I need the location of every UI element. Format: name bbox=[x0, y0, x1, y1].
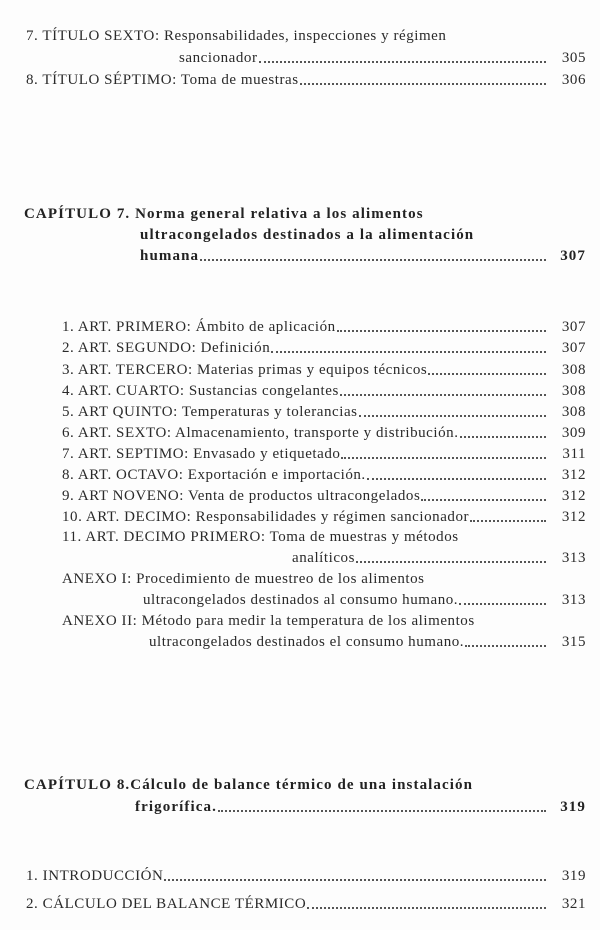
dot-leader bbox=[355, 548, 546, 563]
dot-leader bbox=[465, 632, 546, 647]
dot-leader bbox=[307, 894, 546, 909]
chapter-8-heading[interactable]: CAPÍTULO 8.Cálculo de balance térmico de… bbox=[24, 775, 586, 795]
toc-entry[interactable]: 6. ART. SEXTO: Almacenamiento, transport… bbox=[62, 423, 586, 443]
entry-text: 2. CÁLCULO DEL BALANCE TÉRMICO bbox=[26, 896, 307, 912]
entry-text: 3. ART. TERCERO: Materias primas y equip… bbox=[62, 362, 428, 378]
toc-entry-titulo-sexto-cont[interactable]: sancionador 305 bbox=[179, 48, 586, 68]
dot-leader bbox=[200, 246, 546, 261]
page-number: 311 bbox=[562, 446, 586, 462]
toc-entry-anexo-1[interactable]: ANEXO I: Procedimiento de muestreo de lo… bbox=[62, 569, 586, 589]
toc-entry-anexo-2[interactable]: ANEXO II: Método para medir la temperatu… bbox=[62, 611, 586, 631]
dot-leader bbox=[164, 866, 546, 881]
entry-text: 1. INTRODUCCIÓN bbox=[26, 868, 164, 884]
toc-entry[interactable]: 1. ART. PRIMERO: Ámbito de aplicación 307 bbox=[62, 317, 586, 337]
toc-entry-anexo-1-cont[interactable]: ultracongelados destinados al consumo hu… bbox=[143, 590, 586, 610]
toc-entry[interactable]: 8. ART. OCTAVO: Exportación e importació… bbox=[62, 465, 586, 485]
toc-entry[interactable]: 7. ART. SEPTIMO: Envasado y etiquetado 31… bbox=[62, 444, 586, 464]
page-number: 307 bbox=[561, 319, 586, 335]
page-number: 307 bbox=[561, 340, 586, 356]
entry-text: 10. ART. DECIMO: Responsabilidades y rég… bbox=[62, 509, 470, 525]
chapter-text: ultracongelados destinados a la alimenta… bbox=[140, 227, 475, 243]
page-number: 308 bbox=[561, 362, 586, 378]
entry-text: ultracongelados destinados el consumo hu… bbox=[149, 634, 465, 650]
dot-leader bbox=[366, 465, 546, 480]
page-number: 305 bbox=[561, 50, 586, 66]
entry-text: 9. ART NOVENO: Venta de productos ultrac… bbox=[62, 488, 421, 504]
dot-leader bbox=[428, 360, 546, 375]
chapter-8-heading-end[interactable]: frigorífica. 319 bbox=[135, 797, 586, 817]
dot-leader bbox=[358, 402, 546, 417]
page-number: 308 bbox=[561, 383, 586, 399]
dot-leader bbox=[258, 48, 546, 63]
page-number: 315 bbox=[561, 634, 586, 650]
chapter-text: CAPÍTULO 7. Norma general relativa a los… bbox=[24, 206, 424, 222]
dot-leader bbox=[339, 381, 546, 396]
toc-entry[interactable]: 9. ART NOVENO: Venta de productos ultrac… bbox=[62, 486, 586, 506]
entry-text: 11. ART. DECIMO PRIMERO: Toma de muestra… bbox=[62, 529, 459, 545]
toc-entry[interactable]: 11. ART. DECIMO PRIMERO: Toma de muestra… bbox=[62, 527, 586, 547]
chapter-text: frigorífica. bbox=[135, 799, 217, 815]
entry-text: analíticos bbox=[292, 550, 355, 566]
toc-entry[interactable]: 5. ART QUINTO: Temperaturas y tolerancia… bbox=[62, 402, 586, 422]
entry-text: sancionador bbox=[179, 50, 258, 66]
toc-entry[interactable]: 1. INTRODUCCIÓN 319 bbox=[26, 866, 586, 886]
page-number: 309 bbox=[561, 425, 586, 441]
page-number: 313 bbox=[561, 550, 586, 566]
dot-leader bbox=[421, 486, 546, 501]
dot-leader bbox=[459, 423, 546, 438]
toc-entry[interactable]: 2. ART. SEGUNDO: Definición 307 bbox=[62, 338, 586, 358]
chapter-7-heading-cont[interactable]: ultracongelados destinados a la alimenta… bbox=[140, 225, 586, 245]
dot-leader bbox=[459, 590, 546, 605]
chapter-7-heading[interactable]: CAPÍTULO 7. Norma general relativa a los… bbox=[24, 204, 586, 224]
page-number: 313 bbox=[561, 592, 586, 608]
page-number: 312 bbox=[561, 467, 586, 483]
entry-text: 5. ART QUINTO: Temperaturas y tolerancia… bbox=[62, 404, 358, 420]
page-number: 319 bbox=[561, 868, 586, 884]
toc-entry[interactable]: 3. ART. TERCERO: Materias primas y equip… bbox=[62, 360, 586, 380]
toc-entry-titulo-septimo[interactable]: 8. TÍTULO SÉPTIMO: Toma de muestras 306 bbox=[26, 70, 586, 90]
entry-text: 8. ART. OCTAVO: Exportación e importació… bbox=[62, 467, 366, 483]
entry-text: 4. ART. CUARTO: Sustancias congelantes bbox=[62, 383, 339, 399]
page-number: 312 bbox=[561, 488, 586, 504]
page-number: 306 bbox=[561, 72, 586, 88]
dot-leader bbox=[470, 507, 546, 522]
dot-leader bbox=[217, 797, 546, 812]
entry-text: 1. ART. PRIMERO: Ámbito de aplicación bbox=[62, 319, 336, 335]
toc-entry-anexo-2-cont[interactable]: ultracongelados destinados el consumo hu… bbox=[149, 632, 586, 652]
entry-text: ANEXO II: Método para medir la temperatu… bbox=[62, 613, 475, 629]
entry-text: 8. TÍTULO SÉPTIMO: Toma de muestras bbox=[26, 72, 299, 88]
dot-leader bbox=[341, 444, 546, 459]
page-number: 321 bbox=[561, 896, 586, 912]
page-number: 319 bbox=[560, 799, 586, 815]
dot-leader bbox=[299, 70, 546, 85]
entry-text: ultracongelados destinados al consumo hu… bbox=[143, 592, 459, 608]
page-number: 307 bbox=[560, 248, 586, 264]
entry-text: 6. ART. SEXTO: Almacenamiento, transport… bbox=[62, 425, 459, 441]
dot-leader bbox=[336, 317, 546, 332]
entry-text: 7. TÍTULO SEXTO: Responsabilidades, insp… bbox=[26, 28, 447, 44]
entry-text: 7. ART. SEPTIMO: Envasado y etiquetado bbox=[62, 446, 341, 462]
chapter-text: CAPÍTULO 8.Cálculo de balance térmico de… bbox=[24, 777, 474, 793]
toc-entry[interactable]: 4. ART. CUARTO: Sustancias congelantes 30… bbox=[62, 381, 586, 401]
page-number: 312 bbox=[561, 509, 586, 525]
toc-entry[interactable]: 2. CÁLCULO DEL BALANCE TÉRMICO 321 bbox=[26, 894, 586, 914]
toc-entry-cont[interactable]: analíticos 313 bbox=[292, 548, 586, 568]
page-number: 308 bbox=[561, 404, 586, 420]
entry-text: ANEXO I: Procedimiento de muestreo de lo… bbox=[62, 571, 425, 587]
toc-entry-titulo-sexto[interactable]: 7. TÍTULO SEXTO: Responsabilidades, insp… bbox=[26, 26, 586, 46]
chapter-text: humana bbox=[140, 248, 200, 264]
dot-leader bbox=[271, 338, 546, 353]
entry-text: 2. ART. SEGUNDO: Definición bbox=[62, 340, 271, 356]
chapter-7-heading-end[interactable]: humana 307 bbox=[140, 246, 586, 266]
toc-entry[interactable]: 10. ART. DECIMO: Responsabilidades y rég… bbox=[62, 507, 586, 527]
